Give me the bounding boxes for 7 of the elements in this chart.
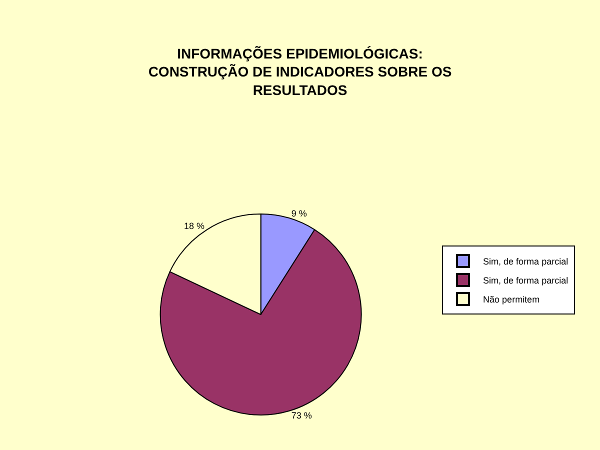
legend-label: Não permitem <box>483 294 540 305</box>
data-label: 18 % <box>184 221 204 232</box>
legend-label: Sim, de forma parcial <box>483 276 568 286</box>
data-label: 73 % <box>291 410 312 421</box>
chart-title: INFORMAÇÕES EPIDEMIOLÓGICAS: CONSTRUÇÃO DE INDICADORES SOBRE OS RESULTADOS <box>148 46 452 98</box>
data-label: 9 % <box>291 208 307 218</box>
legend-label: Sim, de forma parcial <box>483 256 568 267</box>
